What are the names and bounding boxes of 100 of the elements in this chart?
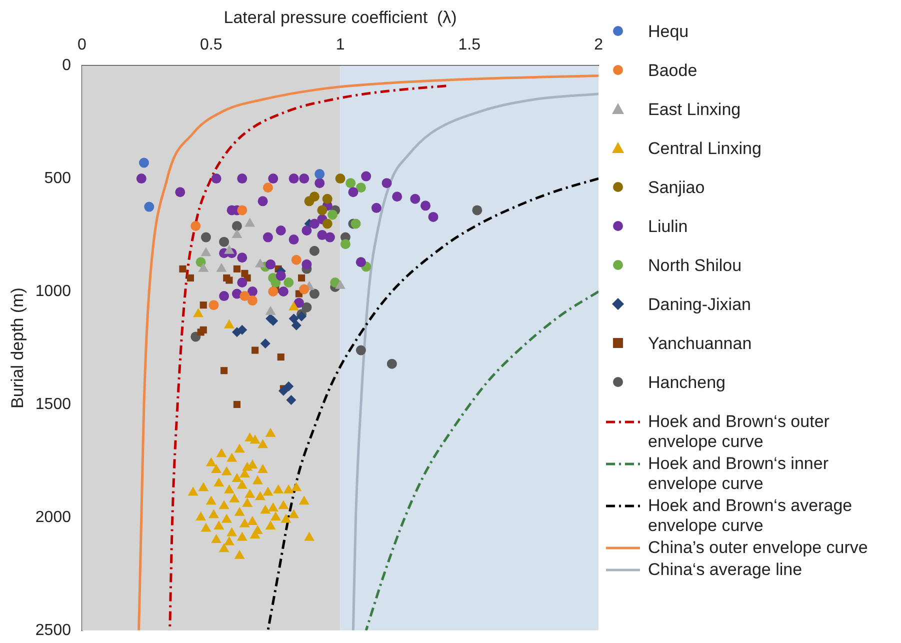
- point: [247, 516, 258, 525]
- x-tick-label: 1.5: [458, 36, 481, 54]
- point: [237, 205, 248, 216]
- point: [382, 178, 392, 188]
- point: [260, 504, 271, 514]
- point: [302, 259, 312, 270]
- point: [224, 319, 234, 328]
- y-tick-label: 1500: [35, 396, 72, 413]
- point: [273, 484, 284, 494]
- point: [234, 506, 245, 516]
- point: [328, 210, 338, 220]
- point: [304, 532, 314, 541]
- point: [200, 302, 207, 309]
- point: [314, 178, 325, 188]
- point: [309, 246, 320, 256]
- point: [211, 464, 222, 473]
- point: [298, 496, 310, 505]
- y-tick-label: 2000: [35, 508, 72, 526]
- legend-label: Hancheng: [648, 373, 726, 393]
- point: [262, 182, 273, 193]
- point: [190, 221, 201, 232]
- point: [236, 532, 248, 541]
- point: [247, 286, 258, 297]
- line-series: [266, 177, 599, 630]
- point: [232, 473, 242, 482]
- legend-label: Hequ: [648, 22, 689, 42]
- y-tick-label: 1000: [35, 282, 72, 300]
- point: [314, 169, 325, 180]
- point: [348, 187, 358, 198]
- point: [268, 174, 278, 184]
- point: [258, 464, 268, 473]
- point: [219, 236, 230, 247]
- point: [288, 314, 299, 324]
- point: [428, 212, 438, 222]
- point: [200, 247, 212, 256]
- point: [234, 444, 245, 453]
- point: [224, 536, 234, 546]
- point: [240, 291, 250, 302]
- point: [410, 194, 420, 204]
- point: [299, 284, 310, 294]
- legend-label: Yanchuannan: [648, 334, 752, 354]
- point: [346, 178, 356, 188]
- point: [268, 502, 278, 512]
- point: [208, 509, 219, 518]
- point: [262, 486, 274, 496]
- point: [278, 386, 288, 396]
- line-series: [138, 74, 599, 630]
- point: [322, 194, 332, 204]
- point: [276, 226, 286, 236]
- point: [136, 174, 146, 184]
- point: [237, 174, 248, 184]
- point: [291, 320, 302, 330]
- point: [196, 511, 206, 520]
- point: [214, 520, 224, 530]
- point: [286, 394, 296, 405]
- point: [302, 226, 312, 236]
- y-axis-title: Burial depth (m): [8, 288, 27, 408]
- point: [309, 288, 320, 299]
- point: [340, 239, 350, 250]
- point: [284, 381, 294, 392]
- legend-label: China‘s average line: [648, 560, 802, 580]
- point: [255, 491, 266, 500]
- point: [472, 205, 482, 216]
- x-tick-label: 0.5: [200, 36, 222, 54]
- point: [250, 530, 260, 539]
- point: [218, 500, 230, 510]
- point: [200, 522, 212, 532]
- point: [252, 346, 259, 354]
- point: [371, 202, 382, 213]
- legend-label: Daning-Jixian: [648, 295, 751, 315]
- legend-label: East Linxing: [648, 100, 741, 120]
- legend-label: Sanjiao: [648, 178, 705, 198]
- point: [186, 274, 194, 282]
- x-tick-label: 0: [78, 36, 87, 54]
- point: [309, 218, 320, 229]
- point: [198, 482, 209, 492]
- point: [224, 244, 234, 254]
- point: [265, 520, 276, 530]
- point: [255, 258, 266, 268]
- x-tick-label: 1: [336, 36, 345, 54]
- point: [278, 286, 288, 297]
- point: [356, 345, 366, 356]
- point: [276, 270, 286, 281]
- point: [175, 187, 186, 198]
- x-tick-label: 2: [594, 36, 604, 54]
- point: [233, 265, 240, 272]
- point: [237, 252, 248, 263]
- point: [283, 484, 294, 494]
- point: [278, 500, 289, 510]
- point: [211, 534, 222, 544]
- point: [265, 428, 276, 437]
- point: [291, 482, 302, 492]
- point: [200, 232, 211, 242]
- point: [240, 518, 250, 528]
- point: [317, 205, 328, 216]
- legend-label: Hoek and Brown‘s average envelope curve: [648, 496, 854, 536]
- point: [288, 301, 299, 310]
- point: [206, 496, 216, 505]
- point: [229, 493, 240, 502]
- point: [226, 452, 237, 462]
